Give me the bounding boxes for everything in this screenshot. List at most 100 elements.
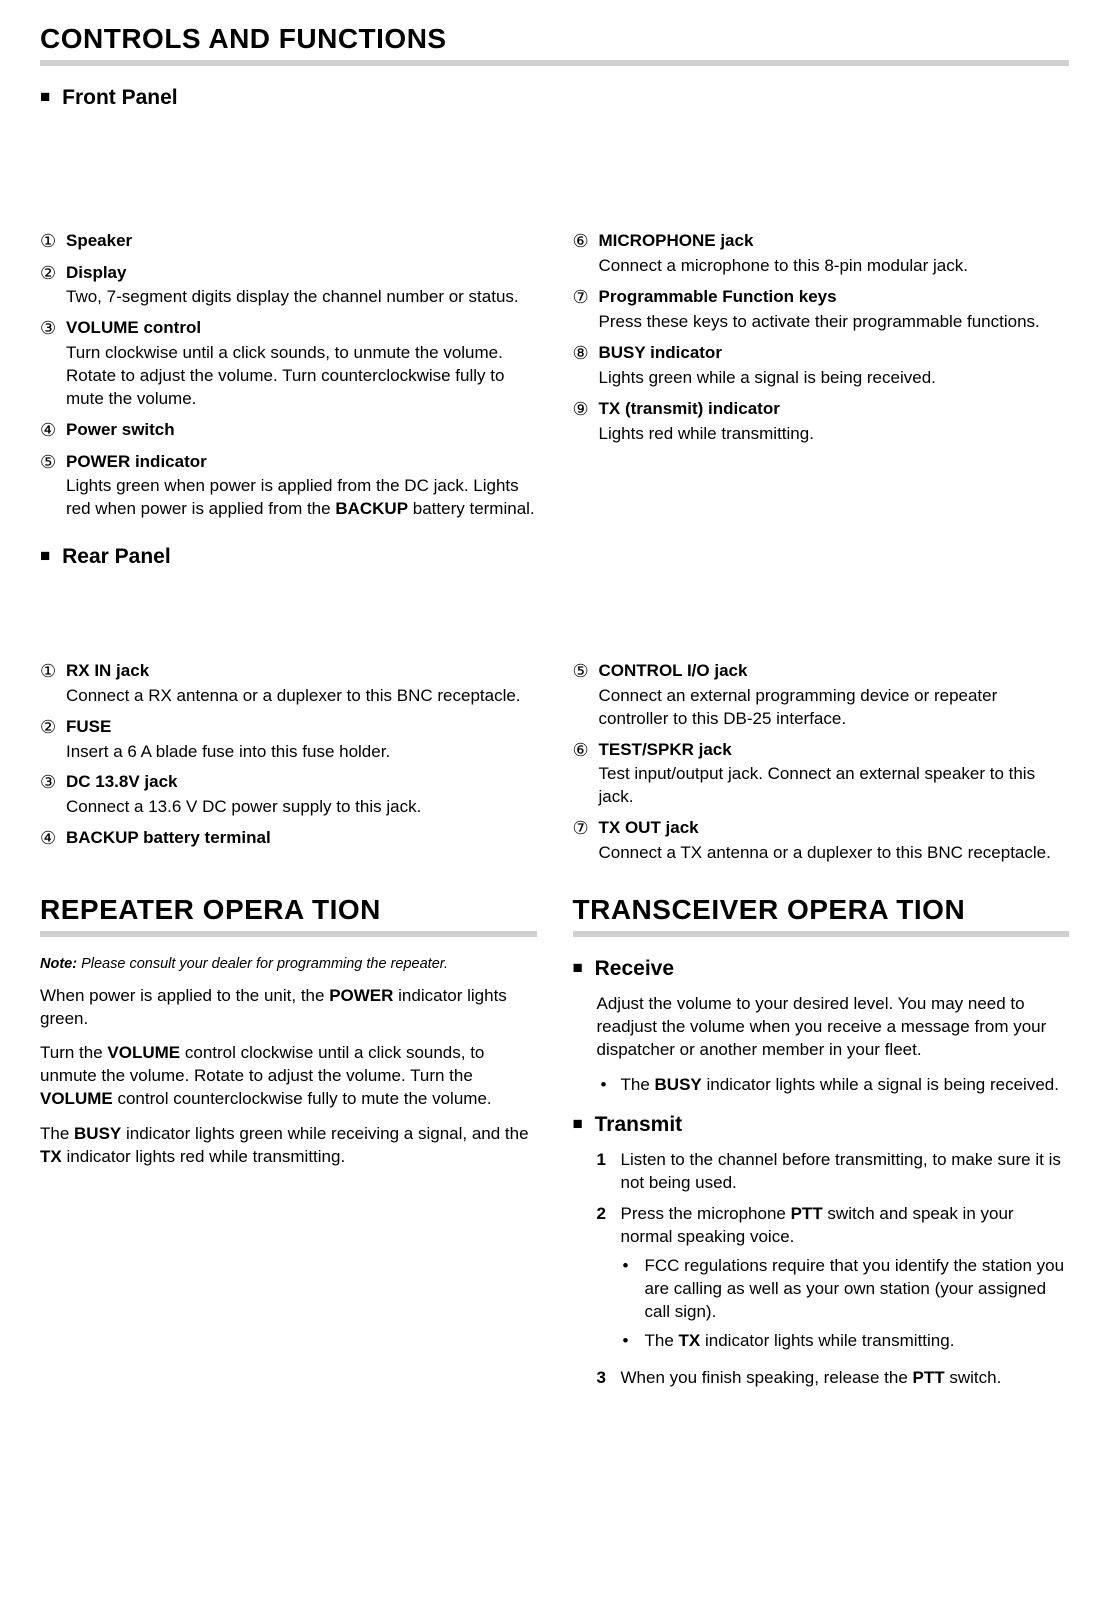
circled-number-icon: ⑧ xyxy=(573,342,599,390)
rear-item-title: TX OUT jack xyxy=(599,817,1070,840)
square-marker-icon: ■ xyxy=(40,87,50,106)
repeater-para-2: Turn the VOLUME control clockwise until … xyxy=(40,1042,537,1111)
repeater-para-1: When power is applied to the unit, the P… xyxy=(40,985,537,1031)
circled-number-icon: ③ xyxy=(40,771,66,819)
rear-item-title: BACKUP battery terminal xyxy=(66,827,537,850)
bullet-icon: • xyxy=(621,1255,645,1324)
circled-number-icon: ② xyxy=(40,262,66,310)
sub-bullet-text: The TX indicator lights while transmitti… xyxy=(645,1330,955,1353)
rear-item-6: ⑥ TEST/SPKR jackTest input/output jack. … xyxy=(573,739,1070,810)
repeater-col: REPEATER OPERA TION Note: Please consult… xyxy=(40,891,537,1398)
circled-number-icon: ④ xyxy=(40,827,66,850)
step-number: 1 xyxy=(597,1149,621,1195)
front-item-title: POWER indicator xyxy=(66,451,537,474)
heading-rear-panel: ■ Rear Panel xyxy=(40,543,1069,571)
heading-front-panel-label: Front Panel xyxy=(62,86,178,109)
front-item-4: ④ Power switch xyxy=(40,419,537,442)
transmit-step-3: 3 When you finish speaking, release the … xyxy=(597,1367,1070,1390)
rear-panel-columns: ① RX IN jackConnect a RX antenna or a du… xyxy=(40,656,1069,874)
repeater-note: Note: Please consult your dealer for pro… xyxy=(40,955,537,975)
transmit-block: 1 Listen to the channel before transmitt… xyxy=(597,1149,1070,1389)
circled-number-icon: ① xyxy=(40,660,66,708)
front-item-desc: Turn clockwise until a click sounds, to … xyxy=(66,342,537,411)
front-item-title: MICROPHONE jack xyxy=(599,230,1070,253)
heading-rear-panel-label: Rear Panel xyxy=(62,545,171,568)
rear-col-left: ① RX IN jackConnect a RX antenna or a du… xyxy=(40,656,537,874)
rear-col-right: ⑤ CONTROL I/O jackConnect an external pr… xyxy=(573,656,1070,874)
heading-receive-label: Receive xyxy=(595,957,674,980)
front-item-2: ② DisplayTwo, 7-segment digits display t… xyxy=(40,262,537,310)
rear-item-desc: Connect an external programming device o… xyxy=(599,685,1070,731)
transmit-step-2: 2 Press the microphone PTT switch and sp… xyxy=(597,1203,1070,1359)
circled-number-icon: ⑤ xyxy=(573,660,599,731)
repeater-para-3: The BUSY indicator lights green while re… xyxy=(40,1123,537,1169)
circled-number-icon: ⑦ xyxy=(573,286,599,334)
rear-item-5: ⑤ CONTROL I/O jackConnect an external pr… xyxy=(573,660,1070,731)
receive-bullet-text: The BUSY indicator lights while a signal… xyxy=(621,1074,1059,1097)
rear-item-desc: Insert a 6 A blade fuse into this fuse h… xyxy=(66,741,537,764)
front-panel-figure-space xyxy=(40,126,1069,226)
rear-item-title: FUSE xyxy=(66,716,537,739)
transmit-step-1: 1 Listen to the channel before transmitt… xyxy=(597,1149,1070,1195)
circled-number-icon: ⑨ xyxy=(573,398,599,446)
front-item-6: ⑥ MICROPHONE jackConnect a microphone to… xyxy=(573,230,1070,278)
rear-item-4: ④ BACKUP battery terminal xyxy=(40,827,537,850)
front-item-title: BUSY indicator xyxy=(599,342,1070,365)
rear-panel-figure-space xyxy=(40,586,1069,656)
front-item-title: TX (transmit) indicator xyxy=(599,398,1070,421)
circled-number-icon: ① xyxy=(40,230,66,253)
front-panel-columns: ① Speaker ② DisplayTwo, 7-segment digits… xyxy=(40,226,1069,529)
lower-columns: REPEATER OPERA TION Note: Please consult… xyxy=(40,891,1069,1398)
circled-number-icon: ② xyxy=(40,716,66,764)
front-item-7: ⑦ Programmable Function keysPress these … xyxy=(573,286,1070,334)
front-item-3: ③ VOLUME controlTurn clockwise until a c… xyxy=(40,317,537,411)
square-marker-icon: ■ xyxy=(573,1114,583,1133)
rear-item-desc: Connect a 13.6 V DC power supply to this… xyxy=(66,796,537,819)
transceiver-col: TRANSCEIVER OPERA TION ■ Receive Adjust … xyxy=(573,891,1070,1398)
front-item-title: Programmable Function keys xyxy=(599,286,1070,309)
rear-item-desc: Connect a RX antenna or a duplexer to th… xyxy=(66,685,537,708)
front-item-1: ① Speaker xyxy=(40,230,537,253)
rear-item-title: CONTROL I/O jack xyxy=(599,660,1070,683)
step-sub: • FCC regulations require that you ident… xyxy=(621,1255,1070,1353)
circled-number-icon: ④ xyxy=(40,419,66,442)
rear-item-7: ⑦ TX OUT jackConnect a TX antenna or a d… xyxy=(573,817,1070,865)
circled-number-icon: ⑦ xyxy=(573,817,599,865)
front-item-title: VOLUME control xyxy=(66,317,537,340)
front-item-title: Speaker xyxy=(66,230,537,253)
step-number: 3 xyxy=(597,1367,621,1390)
sub-bullet-text: FCC regulations require that you identif… xyxy=(645,1255,1070,1324)
rear-item-title: DC 13.8V jack xyxy=(66,771,537,794)
bullet-icon: • xyxy=(597,1074,621,1097)
front-item-8: ⑧ BUSY indicatorLights green while a sig… xyxy=(573,342,1070,390)
front-item-title: Display xyxy=(66,262,537,285)
step-text: Listen to the channel before transmittin… xyxy=(621,1149,1070,1195)
transmit-sub-bullet-1: • FCC regulations require that you ident… xyxy=(621,1255,1070,1324)
transmit-sub-bullet-2: • The TX indicator lights while transmit… xyxy=(621,1330,1070,1353)
square-marker-icon: ■ xyxy=(573,958,583,977)
receive-block: Adjust the volume to your desired level.… xyxy=(597,993,1070,1097)
rear-item-title: RX IN jack xyxy=(66,660,537,683)
front-item-desc: Lights green while a signal is being rec… xyxy=(599,367,1070,390)
square-marker-icon: ■ xyxy=(40,546,50,565)
step-number: 2 xyxy=(597,1203,621,1359)
front-item-5: ⑤ POWER indicator Lights green when powe… xyxy=(40,451,537,522)
rear-item-1: ① RX IN jackConnect a RX antenna or a du… xyxy=(40,660,537,708)
rear-item-2: ② FUSEInsert a 6 A blade fuse into this … xyxy=(40,716,537,764)
front-item-desc: Lights red while transmitting. xyxy=(599,423,1070,446)
circled-number-icon: ⑤ xyxy=(40,451,66,522)
front-item-desc: Two, 7-segment digits display the channe… xyxy=(66,286,537,309)
heading-transmit-label: Transmit xyxy=(595,1113,683,1136)
heading-front-panel: ■ Front Panel xyxy=(40,84,1069,112)
circled-number-icon: ③ xyxy=(40,317,66,411)
step-text: When you finish speaking, release the PT… xyxy=(621,1367,1070,1390)
front-item-9: ⑨ TX (transmit) indicatorLights red whil… xyxy=(573,398,1070,446)
bullet-icon: • xyxy=(621,1330,645,1353)
front-item-desc: Lights green when power is applied from … xyxy=(66,475,537,521)
rear-item-desc: Connect a TX antenna or a duplexer to th… xyxy=(599,842,1070,865)
rear-item-title: TEST/SPKR jack xyxy=(599,739,1070,762)
front-item-desc: Connect a microphone to this 8-pin modul… xyxy=(599,255,1070,278)
front-col-left: ① Speaker ② DisplayTwo, 7-segment digits… xyxy=(40,226,537,529)
heading-transceiver: TRANSCEIVER OPERA TION xyxy=(573,891,1070,937)
heading-controls: CONTROLS AND FUNCTIONS xyxy=(40,20,1069,66)
